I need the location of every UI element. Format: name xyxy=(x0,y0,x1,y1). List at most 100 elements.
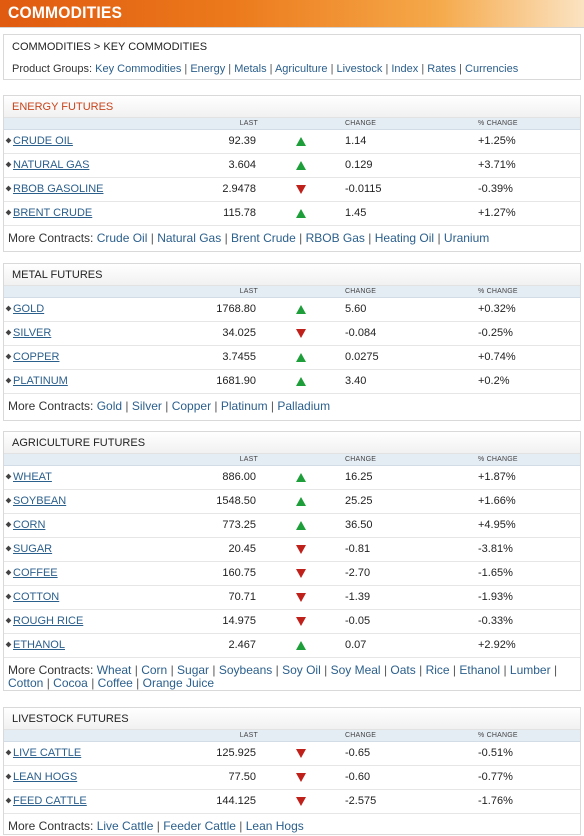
bullet-icon xyxy=(6,138,11,143)
last-price: 1681.90 xyxy=(216,375,256,387)
triangle-down-icon xyxy=(296,569,306,578)
link-separator: | xyxy=(136,676,140,690)
triangle-down-icon xyxy=(296,749,306,758)
commodity-link[interactable]: GOLD xyxy=(13,303,45,315)
link-separator: | xyxy=(165,399,169,413)
contract-link[interactable]: Corn xyxy=(141,663,168,677)
commodity-link[interactable]: RBOB GASOLINE xyxy=(13,183,104,195)
link-separator: | xyxy=(459,63,462,75)
change-value: 0.07 xyxy=(345,639,367,651)
commodity-link[interactable]: SUGAR xyxy=(13,543,53,555)
contract-link[interactable]: Brent Crude xyxy=(231,231,296,245)
energy-futures-section: ENERGY FUTURES LAST CHANGE % CHANGE CRUDE O… xyxy=(3,95,581,252)
triangle-down-icon xyxy=(296,797,306,806)
contract-link[interactable]: Soybeans xyxy=(218,663,273,677)
product-groups: Product Groups: Key Commodities | Energy… xyxy=(12,63,518,75)
contract-link[interactable]: Soy Meal xyxy=(330,663,381,677)
contract-link[interactable]: Gold xyxy=(96,399,123,413)
contract-link[interactable]: Silver xyxy=(131,399,162,413)
triangle-up-icon xyxy=(296,353,306,362)
triangle-up-icon xyxy=(296,209,306,218)
change-value: 1.14 xyxy=(345,135,367,147)
more-contracts-label: More Contracts: xyxy=(8,231,94,245)
contract-link[interactable]: Oats xyxy=(390,663,416,677)
contract-link[interactable]: Crude Oil xyxy=(96,231,148,245)
column-header-last: LAST xyxy=(239,120,258,127)
triangle-up-icon xyxy=(296,305,306,314)
product-groups-label: Product Groups: xyxy=(12,63,93,75)
table-row: SOYBEAN 1548.50 25.25 +1.66% xyxy=(4,490,580,514)
metal-futures-section: METAL FUTURES LAST CHANGE % CHANGE GOLD 1768… xyxy=(3,263,581,421)
contract-link[interactable]: Coffee xyxy=(97,676,133,690)
product-group-link-key-commodities[interactable]: Key Commodities xyxy=(95,63,182,75)
triangle-down-icon xyxy=(296,773,306,782)
commodity-link[interactable]: WHEAT xyxy=(13,471,52,483)
change-value: -0.084 xyxy=(345,327,377,339)
commodity-link[interactable]: CRUDE OIL xyxy=(13,135,73,147)
commodity-link[interactable]: ETHANOL xyxy=(13,639,65,651)
link-separator: | xyxy=(125,399,129,413)
commodity-link[interactable]: SILVER xyxy=(13,327,52,339)
last-price: 160.75 xyxy=(222,567,256,579)
section-title: LIVESTOCK FUTURES xyxy=(4,708,580,730)
commodity-link[interactable]: LEAN HOGS xyxy=(13,771,78,783)
column-header-last: LAST xyxy=(239,732,258,739)
commodity-link[interactable]: FEED CATTLE xyxy=(13,795,87,807)
pct-change-value: +3.71% xyxy=(478,159,516,171)
product-group-link-currencies[interactable]: Currencies xyxy=(465,63,519,75)
product-group-link-rates[interactable]: Rates xyxy=(427,63,457,75)
contract-link[interactable]: Orange Juice xyxy=(142,676,214,690)
last-price: 1548.50 xyxy=(216,495,256,507)
contract-link[interactable]: Cotton xyxy=(8,676,44,690)
link-separator: | xyxy=(419,663,423,677)
contract-link[interactable]: Feeder Cattle xyxy=(163,819,236,833)
pct-change-value: -0.39% xyxy=(478,183,513,195)
contract-link[interactable]: Ethanol xyxy=(459,663,501,677)
product-group-link-livestock[interactable]: Livestock xyxy=(336,63,383,75)
commodity-link[interactable]: SOYBEAN xyxy=(13,495,67,507)
commodity-link[interactable]: COFFEE xyxy=(13,567,58,579)
more-contracts: More Contracts: Gold | Silver | Copper |… xyxy=(4,394,580,413)
contract-link[interactable]: Heating Oil xyxy=(374,231,435,245)
pct-change-value: +1.66% xyxy=(478,495,516,507)
contract-link[interactable]: RBOB Gas xyxy=(305,231,365,245)
commodity-link[interactable]: CORN xyxy=(13,519,46,531)
product-group-link-energy[interactable]: Energy xyxy=(190,63,226,75)
contract-link[interactable]: Palladium xyxy=(277,399,331,413)
product-group-link-index[interactable]: Index xyxy=(391,63,419,75)
contract-link[interactable]: Lumber xyxy=(509,663,551,677)
pct-change-value: +1.27% xyxy=(478,207,516,219)
triangle-down-icon xyxy=(296,185,306,194)
commodity-link[interactable]: COTTON xyxy=(13,591,60,603)
contract-link[interactable]: Platinum xyxy=(220,399,268,413)
contract-link[interactable]: Uranium xyxy=(443,231,490,245)
change-value: -0.05 xyxy=(345,615,371,627)
contract-link[interactable]: Live Cattle xyxy=(96,819,154,833)
product-group-link-metals[interactable]: Metals xyxy=(234,63,267,75)
column-header-row: LAST CHANGE % CHANGE xyxy=(4,286,580,298)
commodity-link[interactable]: COPPER xyxy=(13,351,60,363)
table-row: COPPER 3.7455 0.0275 +0.74% xyxy=(4,346,580,370)
product-group-link-agriculture[interactable]: Agriculture xyxy=(274,63,328,75)
contract-link[interactable]: Lean Hogs xyxy=(245,819,304,833)
contract-link[interactable]: Copper xyxy=(171,399,212,413)
contract-link[interactable]: Soy Oil xyxy=(282,663,321,677)
last-price: 3.604 xyxy=(228,159,256,171)
contract-link[interactable]: Cocoa xyxy=(53,676,88,690)
contract-link[interactable]: Sugar xyxy=(177,663,210,677)
commodity-link[interactable]: ROUGH RICE xyxy=(13,615,84,627)
bullet-icon xyxy=(6,474,11,479)
bullet-icon xyxy=(6,618,11,623)
commodity-link[interactable]: BRENT CRUDE xyxy=(13,207,93,219)
commodity-link[interactable]: NATURAL GAS xyxy=(13,159,90,171)
page-header-bar: COMMODITIES xyxy=(0,0,584,28)
table-row: LIVE CATTLE 125.925 -0.65 -0.51% xyxy=(4,742,580,766)
contract-link[interactable]: Rice xyxy=(425,663,450,677)
link-separator: | xyxy=(170,663,174,677)
contract-link[interactable]: Wheat xyxy=(96,663,132,677)
commodity-link[interactable]: LIVE CATTLE xyxy=(13,747,82,759)
commodity-link[interactable]: PLATINUM xyxy=(13,375,68,387)
column-header-pct-change: % CHANGE xyxy=(478,732,518,739)
link-separator: | xyxy=(212,663,216,677)
contract-link[interactable]: Natural Gas xyxy=(157,231,222,245)
